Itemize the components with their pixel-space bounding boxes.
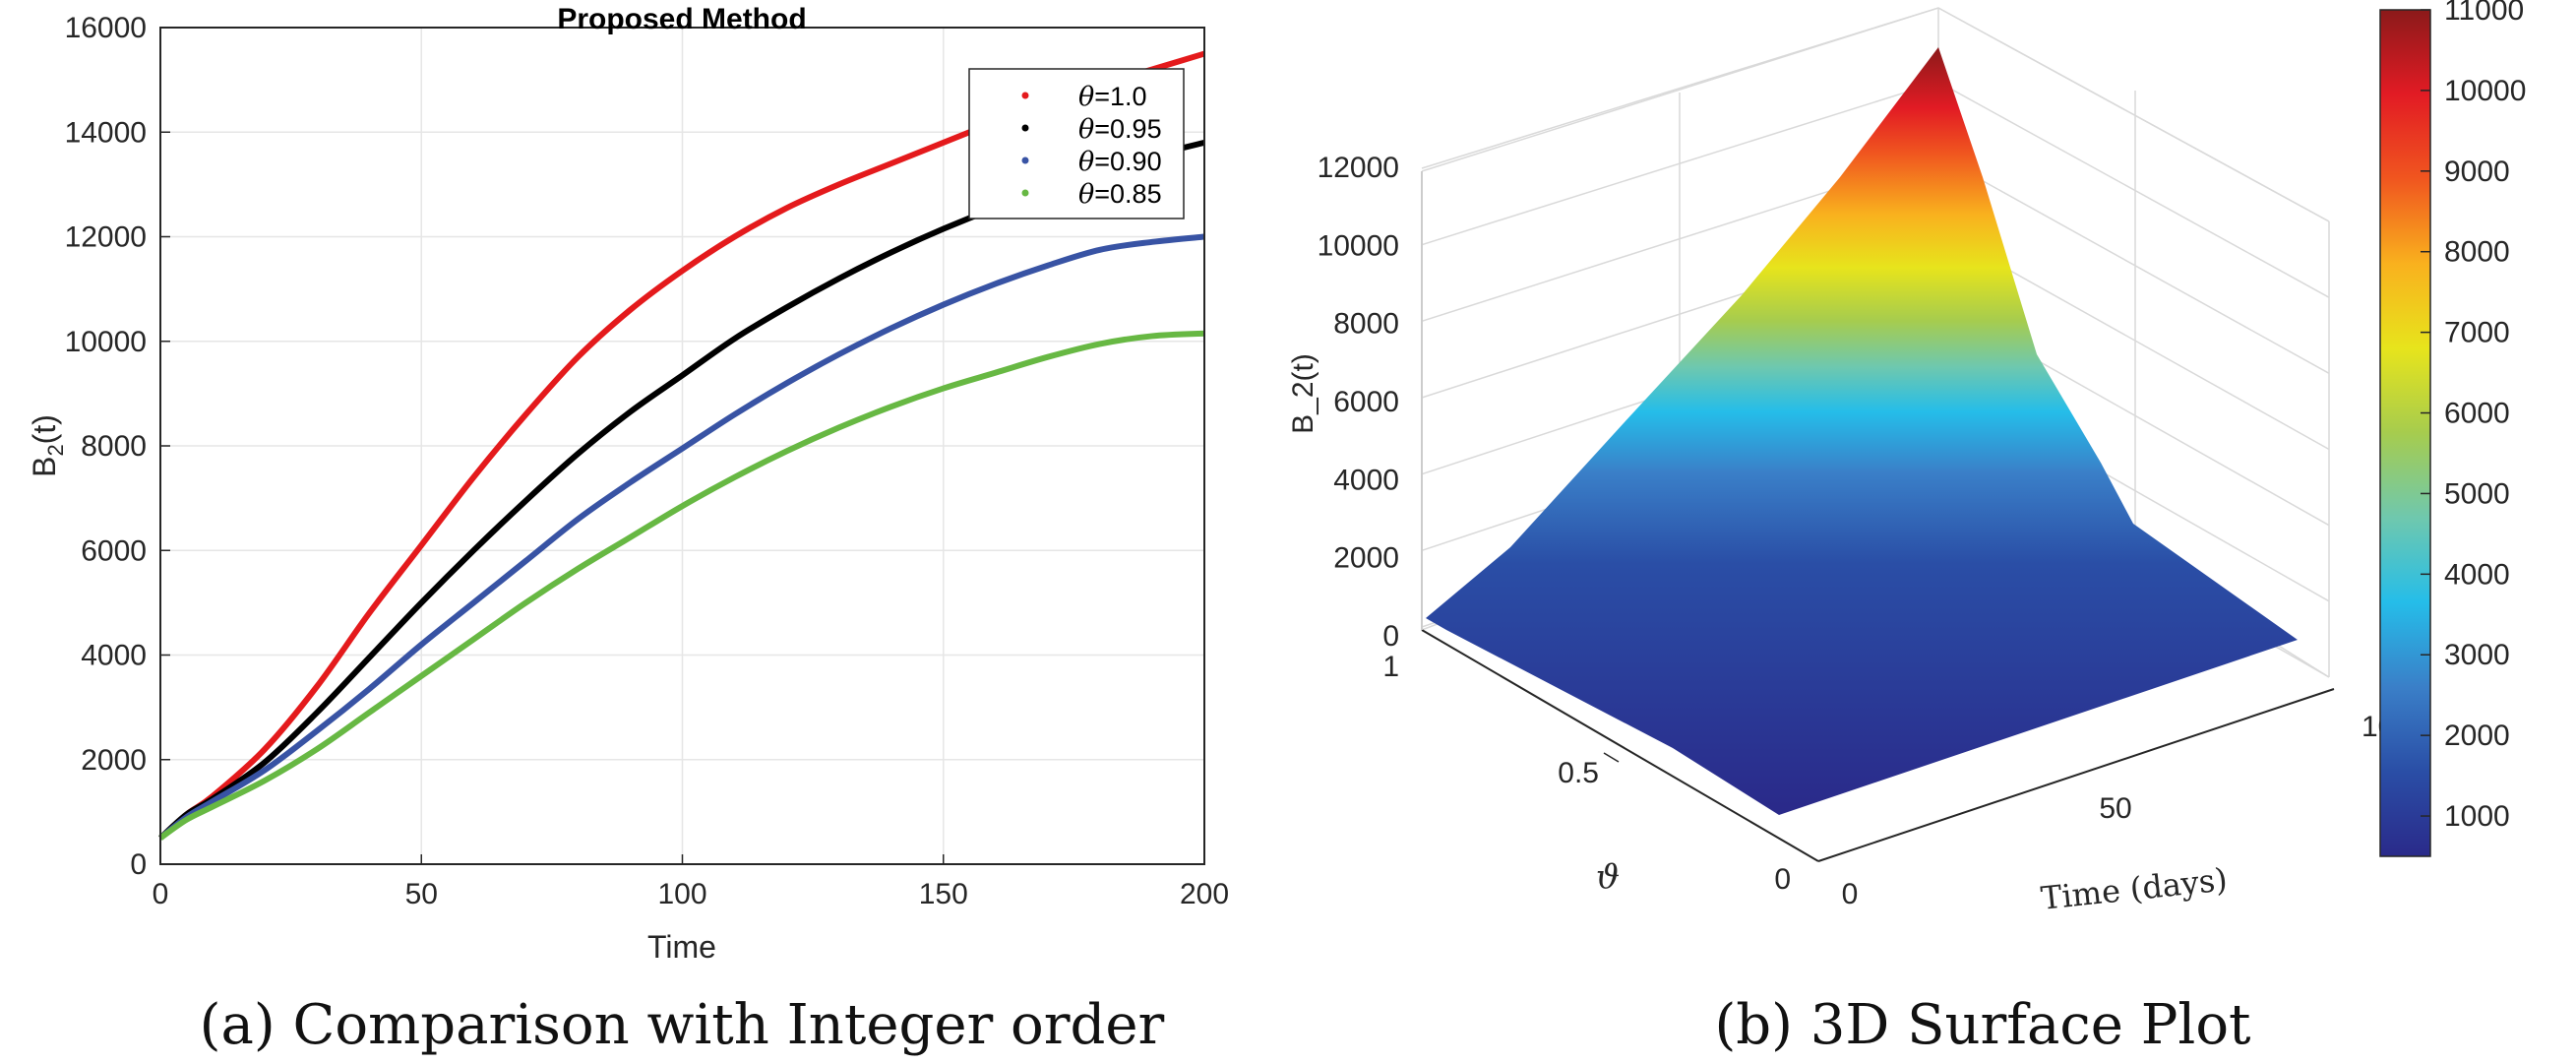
caption-left: (a) Comparison with Integer order xyxy=(200,993,1165,1057)
y-axis-label-sub: 2 xyxy=(43,444,68,456)
colorbar-tick-label: 9000 xyxy=(2444,156,2510,188)
order-axis-line xyxy=(1421,629,1819,862)
legend-label-1: θ=0.95 xyxy=(1078,114,1162,145)
legend-value: =0.85 xyxy=(1094,179,1161,209)
legend-marker-2 xyxy=(1021,156,1029,164)
y-tick-label: 6000 xyxy=(81,534,147,567)
colorbar-tick-label: 8000 xyxy=(2444,236,2510,269)
x-axis-ticks: 0 50 100 150 200 xyxy=(153,854,1229,910)
y-tick-label: 4000 xyxy=(81,640,147,672)
y-tick-label: 0 xyxy=(130,848,147,881)
time-tick-label: 0 xyxy=(1842,878,1859,910)
order-tick-label: 1 xyxy=(1382,651,1399,683)
legend-value: =0.95 xyxy=(1094,114,1161,144)
legend: θ=1.0θ=0.95θ=0.90θ=0.85 xyxy=(968,68,1185,219)
colorbar-tick-label: 1000 xyxy=(2444,800,2510,833)
order-tick-label: 0 xyxy=(1774,863,1791,896)
x-tick-label: 0 xyxy=(153,878,169,910)
legend-label-3: θ=0.85 xyxy=(1078,179,1162,210)
legend-marker-0 xyxy=(1021,92,1029,99)
colorbar-tick-label: 10000 xyxy=(2444,75,2526,107)
legend-marker-1 xyxy=(1021,124,1029,132)
caption-right: (b) 3D Surface Plot xyxy=(1714,993,2251,1057)
colorbar-tick-label: 2000 xyxy=(2444,720,2510,752)
colorbar-ticks: 1000 2000 3000 4000 5000 6000 7000 8000 9000 1000… xyxy=(2421,0,2526,833)
surface-axes xyxy=(1421,171,2335,862)
series-line-2 xyxy=(158,233,1205,841)
x-tick-label: 100 xyxy=(657,878,706,910)
time-axis-label: Time (days) xyxy=(2039,860,2229,917)
colorbar-tick-label: 11000 xyxy=(2444,0,2524,27)
series-line-3 xyxy=(158,330,1205,841)
y-tick-label: 2000 xyxy=(81,744,147,777)
order-tick-mark xyxy=(1603,752,1620,763)
colorbar: 1000 2000 3000 4000 5000 6000 7000 8000 9000 1000… xyxy=(2379,0,2526,857)
order-tick-label: 0.5 xyxy=(1558,757,1599,789)
legend-box xyxy=(968,68,1185,219)
z-tick-label: 0 xyxy=(1382,620,1399,653)
order-axis-ticks: 00.51 xyxy=(1382,651,1791,896)
y-tick-label: 14000 xyxy=(65,116,147,149)
x-axis-label: Time xyxy=(647,929,716,965)
legend-label-2: θ=0.90 xyxy=(1078,147,1162,177)
y-tick-label: 12000 xyxy=(65,221,147,254)
svg-text:B2(t): B2(t) xyxy=(27,414,68,477)
legend-symbol: θ xyxy=(1078,114,1094,145)
surface-mesh xyxy=(1426,47,2298,815)
z-tick-label: 8000 xyxy=(1333,308,1399,341)
time-tick-label: 50 xyxy=(2099,792,2131,825)
z-tick-label: 6000 xyxy=(1333,386,1399,418)
order-axis-label: ϑ xyxy=(1596,857,1620,897)
colorbar-tick-label: 6000 xyxy=(2444,398,2510,430)
y-axis-label-tail: (t) xyxy=(27,414,62,444)
colorbar-tick-label: 5000 xyxy=(2444,477,2510,510)
z-axis-label: B_2(t) xyxy=(1287,353,1319,434)
z-tick-label: 4000 xyxy=(1333,464,1399,496)
z-axis-ticks: 0 2000 4000 6000 8000 10000 12000 xyxy=(1318,152,1399,653)
legend-label-0: θ=1.0 xyxy=(1078,82,1147,112)
y-tick-label: 8000 xyxy=(81,430,147,463)
z-tick-label: 12000 xyxy=(1318,152,1399,184)
y-axis-label: B2(t) xyxy=(27,414,68,477)
y-axis-label-main: B xyxy=(27,457,62,477)
colorbar-tick-label: 3000 xyxy=(2444,639,2510,671)
z-tick-label: 2000 xyxy=(1333,542,1399,575)
line-chart: 0 50 100 150 200 0 2000 4000 6000 8000 10000 12000… xyxy=(27,3,1229,1057)
colorbar-tick-label: 7000 xyxy=(2444,317,2510,349)
legend-marker-3 xyxy=(1021,189,1029,197)
legend-symbol: θ xyxy=(1078,82,1094,112)
legend-value: =1.0 xyxy=(1094,82,1146,111)
y-tick-label: 10000 xyxy=(65,326,147,358)
x-tick-label: 50 xyxy=(405,878,438,910)
x-tick-label: 150 xyxy=(919,878,968,910)
colorbar-gradient xyxy=(2379,9,2431,857)
legend-symbol: θ xyxy=(1078,147,1094,177)
chart-title: Proposed Method xyxy=(557,3,806,35)
y-tick-label: 16000 xyxy=(65,12,147,44)
colorbar-tick-label: 4000 xyxy=(2444,558,2510,591)
y-axis-ticks: 0 2000 4000 6000 8000 10000 12000 14000 16000 xyxy=(65,12,170,881)
time-axis-line xyxy=(1817,688,2335,862)
x-tick-label: 200 xyxy=(1180,878,1229,910)
z-grid-line xyxy=(1421,7,2330,222)
z-tick-label: 10000 xyxy=(1318,229,1399,262)
legend-symbol: θ xyxy=(1078,179,1094,210)
legend-value: =0.90 xyxy=(1094,147,1161,176)
